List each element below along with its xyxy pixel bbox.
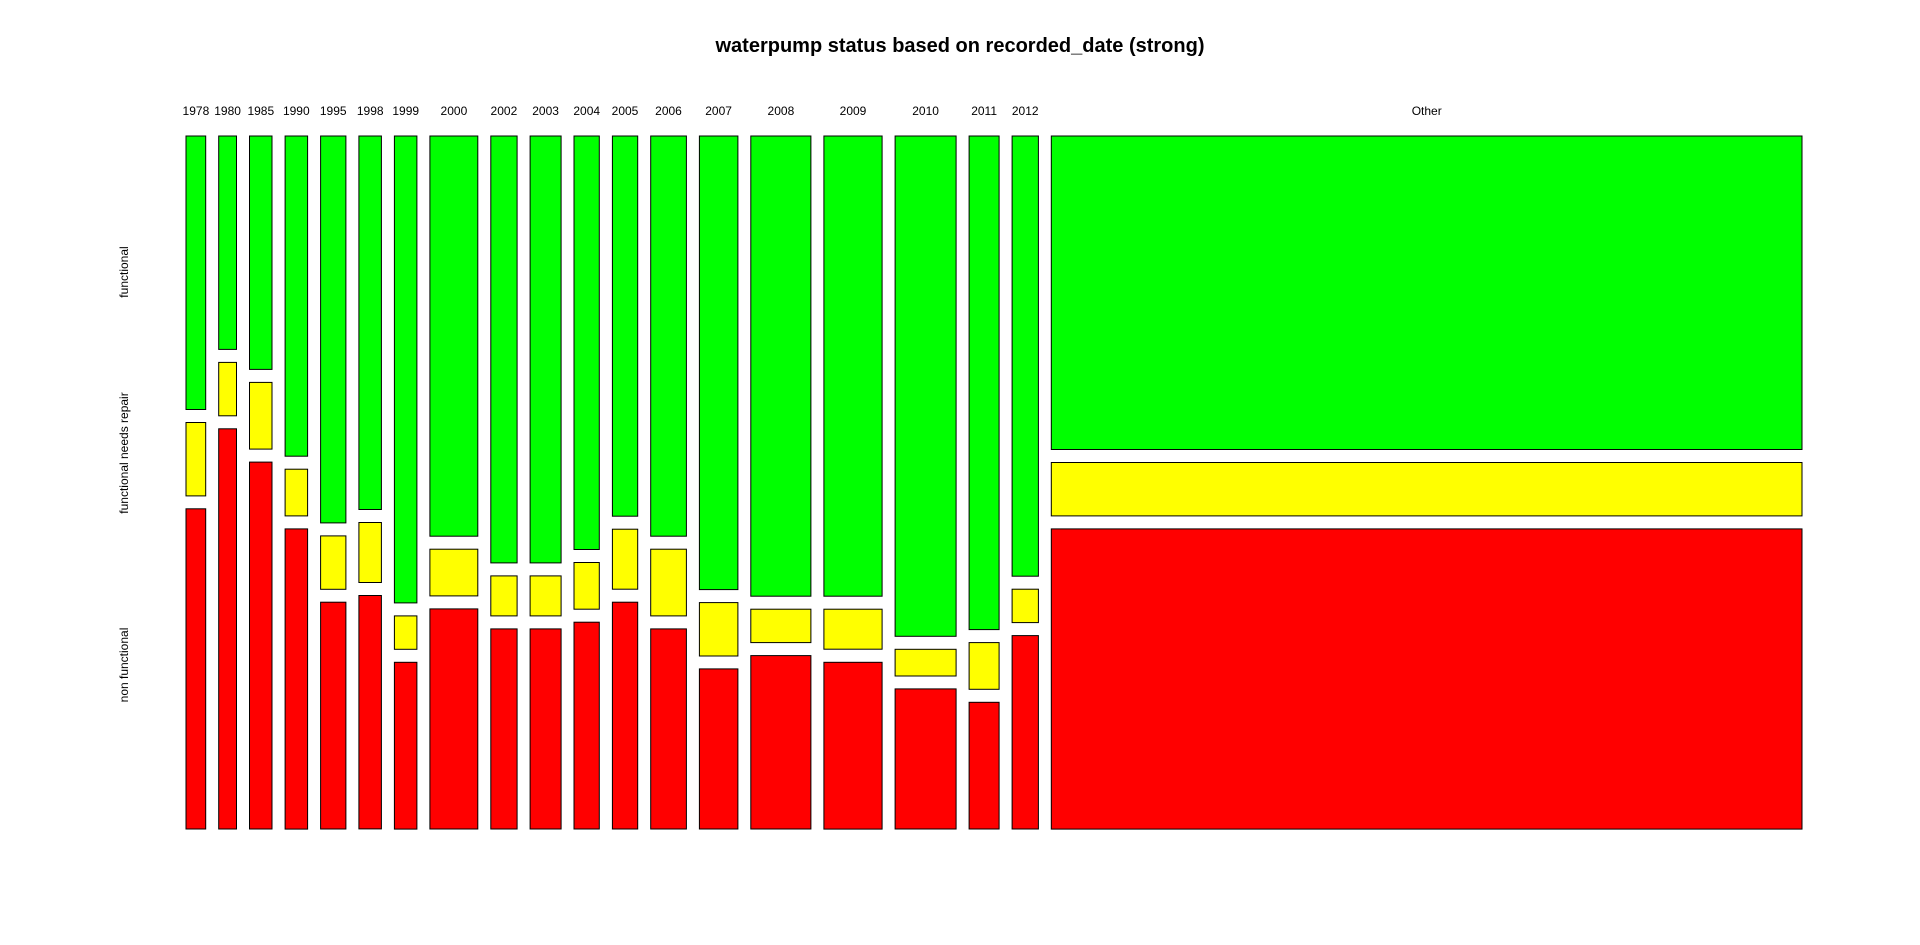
tile-2002-functional — [490, 135, 518, 564]
tile-2010-functional — [894, 135, 957, 637]
tile-2011-functional — [968, 135, 1000, 631]
tile-2006-functional — [650, 135, 687, 537]
tile-2008-functional-needs-repair — [750, 608, 812, 644]
tile-2010-functional-needs-repair — [894, 648, 957, 677]
tile-2002-functional-needs-repair — [490, 575, 518, 617]
tile-2009-functional-needs-repair — [823, 608, 883, 650]
column-label: 1995 — [320, 104, 347, 118]
tile-1995-non-functional — [320, 601, 347, 830]
column-label: 1999 — [392, 104, 419, 118]
tile-1980-functional-needs-repair — [218, 361, 237, 417]
tile-1980-non-functional — [218, 428, 237, 830]
tile-1985-functional-needs-repair — [249, 381, 273, 450]
column-label: 2010 — [912, 104, 939, 118]
column-label: 2005 — [612, 104, 639, 118]
column-label: 1978 — [183, 104, 210, 118]
column-label: 2011 — [971, 104, 997, 118]
column-label: 1990 — [283, 104, 310, 118]
tile-2007-functional-needs-repair — [698, 602, 739, 657]
tile-2008-functional — [750, 135, 812, 597]
tile-2012-functional — [1011, 135, 1039, 577]
tile-1978-functional-needs-repair — [185, 422, 207, 497]
tile-1990-functional-needs-repair — [284, 468, 309, 517]
tile-other-functional-needs-repair — [1050, 462, 1803, 517]
row-label: functional needs repair — [117, 392, 131, 513]
tile-2012-functional-needs-repair — [1011, 588, 1039, 624]
tile-1998-functional — [358, 135, 382, 510]
mosaic-tiles — [185, 135, 1803, 830]
column-label: 1998 — [357, 104, 384, 118]
tile-1990-functional — [284, 135, 309, 457]
tile-2007-functional — [698, 135, 739, 591]
tile-1978-functional — [185, 135, 207, 410]
tile-2003-functional-needs-repair — [529, 575, 562, 617]
tile-1995-functional — [320, 135, 347, 524]
row-label: non functional — [117, 628, 131, 703]
column-label: 2007 — [705, 104, 732, 118]
column-label: 2003 — [532, 104, 559, 118]
tile-2009-functional — [823, 135, 883, 597]
tile-1985-non-functional — [249, 461, 273, 830]
tile-2000-functional — [429, 135, 479, 537]
tile-1980-functional — [218, 135, 237, 350]
tile-2003-functional — [529, 135, 562, 564]
chart-title: waterpump status based on recorded_date … — [715, 35, 1205, 57]
tile-2004-functional — [573, 135, 600, 550]
tile-1998-functional-needs-repair — [358, 522, 382, 583]
tile-1990-non-functional — [284, 528, 309, 830]
tile-2004-functional-needs-repair — [573, 562, 600, 610]
tile-1999-functional-needs-repair — [393, 615, 418, 650]
row-labels: functional functional needs repair non fun… — [117, 246, 131, 702]
tile-2007-non-functional — [698, 668, 739, 830]
tile-1999-non-functional — [393, 661, 418, 830]
tile-2005-functional — [611, 135, 639, 517]
tile-2012-non-functional — [1011, 635, 1039, 830]
tile-1999-functional — [393, 135, 418, 604]
tile-2010-non-functional — [894, 688, 957, 830]
column-label: 2000 — [441, 104, 468, 118]
tile-2005-non-functional — [611, 601, 639, 830]
column-label: 2002 — [491, 104, 518, 118]
column-label: 2012 — [1012, 104, 1039, 118]
tile-2000-functional-needs-repair — [429, 548, 479, 597]
column-label: 2008 — [768, 104, 795, 118]
column-label: 2009 — [840, 104, 867, 118]
tile-2006-non-functional — [650, 628, 687, 830]
tile-2009-non-functional — [823, 661, 883, 830]
tile-1995-functional-needs-repair — [320, 535, 347, 590]
tile-other-functional — [1050, 135, 1803, 450]
column-label: 1980 — [214, 104, 241, 118]
tile-2005-functional-needs-repair — [611, 528, 639, 590]
tile-1998-non-functional — [358, 595, 382, 830]
column-label: 2006 — [655, 104, 682, 118]
row-label: functional — [117, 246, 131, 297]
tile-2008-non-functional — [750, 655, 812, 830]
column-label: 1985 — [247, 104, 274, 118]
tile-1985-functional — [249, 135, 273, 370]
tile-2006-functional-needs-repair — [650, 548, 687, 617]
tile-2004-non-functional — [573, 621, 600, 830]
tile-other-non-functional — [1050, 528, 1803, 830]
column-labels: 1978 1980 1985 1990 1995 1998 1999 2000 2002 2003… — [183, 104, 1442, 118]
tile-2002-non-functional — [490, 628, 518, 830]
tile-2003-non-functional — [529, 628, 562, 830]
tile-1978-non-functional — [185, 508, 207, 830]
column-label: Other — [1412, 104, 1442, 118]
tile-2000-non-functional — [429, 608, 479, 830]
tile-2011-non-functional — [968, 701, 1000, 830]
tile-2011-functional-needs-repair — [968, 642, 1000, 690]
column-label: 2004 — [573, 104, 600, 118]
